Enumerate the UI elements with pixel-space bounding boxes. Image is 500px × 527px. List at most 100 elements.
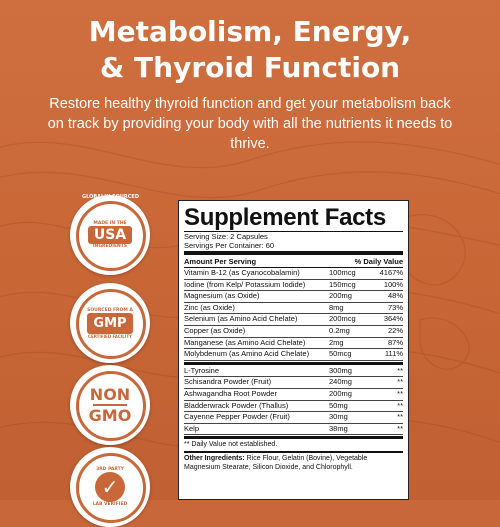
- divider: [184, 267, 403, 268]
- facts-cell-name: Kelp: [184, 423, 200, 433]
- usa-badge-main: USA: [87, 226, 133, 244]
- facts-title: Supplement Facts: [184, 204, 386, 231]
- third-party-badge: 3RD PARTY ✓ LAB VERIFIED: [70, 447, 150, 527]
- facts-row: Vitamin B-12 (as Cyanocobalamin) 100mcg 41…: [184, 268, 403, 280]
- other-ingredients: Other Ingredients: Rice Flour, Gelatin (…: [184, 454, 403, 472]
- facts-cell-amount: 50mg: [329, 400, 348, 410]
- non-gmo-line1: NON: [89, 385, 131, 404]
- divider: [184, 451, 403, 454]
- facts-cell-amount: 50mcg: [329, 349, 352, 359]
- facts-cell-name: Molybdenum (as Amino Acid Chelate): [184, 349, 310, 359]
- non-gmo-badge: NON GMO: [70, 365, 150, 445]
- facts-cell-name: Bladderwrack Powder (Thallus): [184, 400, 289, 410]
- facts-cell-amount: 200mg: [329, 388, 352, 398]
- title-line-2: & Thyroid Function: [99, 51, 401, 84]
- facts-cell-dv: 100%: [383, 279, 403, 289]
- ingredient-rows: L-Tyrosine 300mg ** Schisandra Powder (Frui…: [184, 366, 403, 436]
- facts-cell-name: Vitamin B-12 (as Cyanocobalamin): [184, 268, 300, 277]
- facts-cell-dv: 48%: [387, 291, 403, 301]
- facts-row: Molybdenum (as Amino Acid Chelate) 50mcg 1…: [184, 349, 403, 361]
- other-ingredients-label: Other Ingredients:: [184, 455, 245, 463]
- facts-row: Bladderwrack Powder (Thallus) 50mg **: [184, 401, 403, 413]
- facts-cell-dv: **: [397, 400, 403, 410]
- facts-cell-amount: 200mg: [329, 291, 352, 301]
- facts-row: Cayenne Pepper Powder (Fruit) 30mg **: [184, 412, 403, 424]
- facts-cell-dv: **: [397, 365, 403, 375]
- facts-cell-amount: 150mcg: [329, 279, 356, 289]
- facts-cell-dv: 111%: [384, 349, 403, 359]
- gmp-badge-icon: SOURCED FROM A GMP CERTIFIED FACILITY: [86, 303, 134, 343]
- divider: [184, 436, 403, 440]
- third-party-bottom: LAB VERIFIED: [92, 502, 128, 507]
- usa-badge: MADE IN THE USA INGREDIENTS GLOBALLY SOU…: [70, 194, 150, 275]
- checkmark-icon: ✓: [95, 472, 125, 502]
- divider: [93, 404, 127, 406]
- divider: [184, 251, 403, 255]
- facts-cell-name: Iodine (from Kelp/ Potassium Iodide): [184, 279, 306, 289]
- facts-row: Ashwagandha Root Powder 200mg **: [184, 389, 403, 401]
- usa-badge-top: GLOBALLY SOURCED: [82, 194, 139, 200]
- amount-header: Amount Per Serving: [184, 257, 257, 266]
- facts-cell-amount: 30mg: [329, 412, 348, 422]
- usa-badge-sub: MADE IN THE: [93, 221, 127, 226]
- facts-cell-amount: 240mg: [329, 377, 352, 387]
- third-party-badge-icon: 3RD PARTY ✓ LAB VERIFIED: [86, 467, 134, 507]
- gmp-badge-top: SOURCED FROM A: [87, 307, 133, 313]
- facts-cell-name: Selenium (as Amino Acid Chelate): [184, 314, 298, 324]
- footnote: ** Daily Value not established.: [184, 441, 278, 449]
- supplement-facts-panel: Supplement Facts Serving Size: 2 Capsule…: [178, 200, 409, 500]
- facts-cell-dv: 4167%: [379, 268, 403, 277]
- facts-cell-name: Cayenne Pepper Powder (Fruit): [184, 412, 290, 422]
- title-line-1: Metabolism, Energy,: [88, 15, 412, 48]
- facts-cell-amount: 100mcg: [329, 268, 356, 277]
- facts-row: Selenium (as Amino Acid Chelate) 200mcg 36…: [184, 314, 403, 326]
- facts-cell-dv: 22%: [387, 325, 403, 335]
- facts-cell-dv: **: [397, 423, 403, 433]
- facts-row: Magnesium (as Oxide) 200mg 48%: [184, 291, 403, 303]
- facts-cell-dv: **: [397, 388, 403, 398]
- facts-cell-name: Manganese (as Amino Acid Chelate): [184, 337, 306, 347]
- gmp-badge-bottom: CERTIFIED FACILITY: [88, 333, 132, 339]
- badge-ring: [76, 201, 146, 271]
- divider: [184, 361, 403, 365]
- facts-cell-dv: **: [397, 412, 403, 422]
- facts-row: L-Tyrosine 300mg **: [184, 366, 403, 378]
- divider: [184, 231, 403, 232]
- facts-cell-amount: 38mg: [329, 423, 348, 433]
- gmp-badge: SOURCED FROM A GMP CERTIFIED FACILITY: [70, 283, 150, 363]
- facts-cell-name: Ashwagandha Root Powder: [184, 388, 277, 398]
- facts-cell-amount: 200mcg: [329, 314, 356, 324]
- facts-cell-amount: 0.2mg: [329, 325, 350, 335]
- facts-cell-name: Zinc (as Oxide): [184, 302, 235, 312]
- other-ingredients-text: Rice Flour, Gelatin (Bovine), Vegetable …: [184, 455, 368, 472]
- facts-header-row: Amount Per Serving % Daily Value: [184, 256, 403, 267]
- usa-badge-bottom: INGREDIENTS: [92, 244, 128, 249]
- dv-header: % Daily Value: [354, 257, 403, 266]
- nutrient-rows: Vitamin B-12 (as Cyanocobalamin) 100mcg 41…: [184, 268, 403, 361]
- badge-ring: [76, 371, 146, 441]
- gmp-badge-main: GMP: [87, 312, 133, 334]
- facts-cell-name: L-Tyrosine: [184, 365, 220, 375]
- facts-cell-dv: **: [397, 377, 403, 387]
- facts-cell-dv: 73%: [387, 302, 403, 312]
- facts-cell-dv: 364%: [383, 314, 403, 324]
- facts-row: Copper (as Oxide) 0.2mg 22%: [184, 326, 403, 338]
- facts-row: Iodine (from Kelp/ Potassium Iodide) 150m…: [184, 280, 403, 292]
- facts-row: Schisandra Powder (Fruit) 240mg **: [184, 377, 403, 389]
- non-gmo-line2: GMO: [88, 406, 132, 425]
- facts-cell-name: Magnesium (as Oxide): [184, 291, 260, 301]
- serving-size: Serving Size: 2 Capsules: [184, 232, 268, 241]
- servings-per-container: Servings Per Container: 60: [184, 241, 275, 250]
- facts-cell-name: Copper (as Oxide): [184, 325, 246, 335]
- usa-badge-icon: MADE IN THE USA INGREDIENTS: [86, 215, 134, 255]
- facts-cell-amount: 8mg: [329, 302, 344, 312]
- facts-row: Zinc (as Oxide) 8mg 73%: [184, 303, 403, 315]
- non-gmo-badge-icon: NON GMO: [86, 385, 134, 425]
- facts-cell-dv: 87%: [387, 337, 403, 347]
- facts-cell-amount: 2mg: [329, 337, 344, 347]
- facts-row: Manganese (as Amino Acid Chelate) 2mg 87%: [184, 338, 403, 350]
- page-subtitle: Restore healthy thyroid function and get…: [47, 96, 453, 152]
- third-party-top: 3RD PARTY: [96, 467, 124, 472]
- facts-cell-amount: 300mg: [329, 365, 352, 375]
- facts-row: Kelp 38mg **: [184, 424, 403, 436]
